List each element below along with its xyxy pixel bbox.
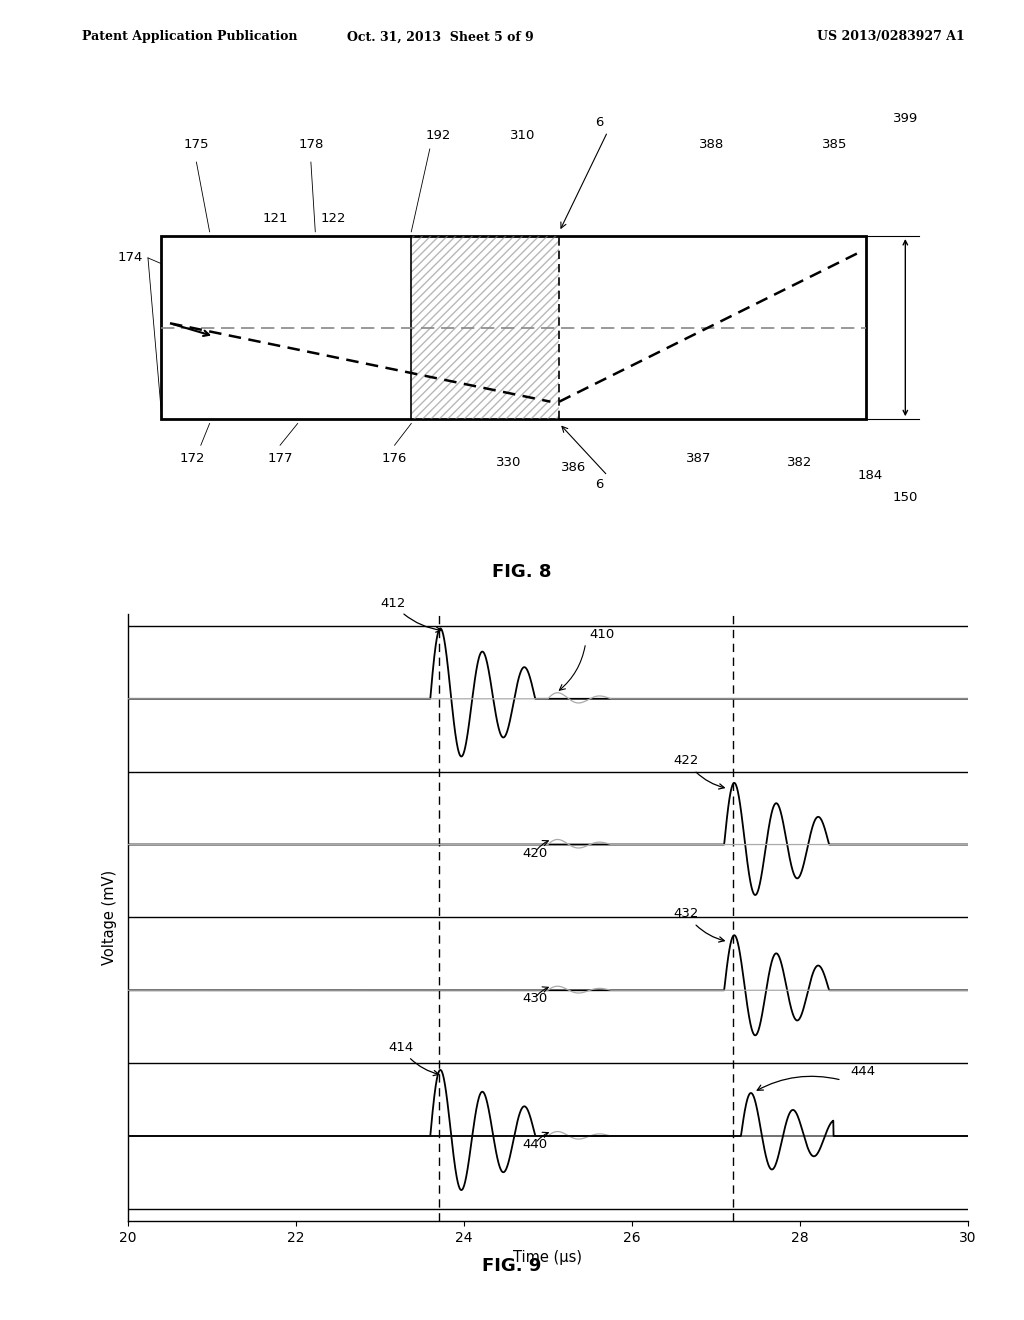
Text: 387: 387 [686, 451, 711, 465]
Text: 310: 310 [510, 129, 535, 143]
Y-axis label: Voltage (mV): Voltage (mV) [102, 870, 117, 965]
Text: 420: 420 [522, 846, 548, 859]
Text: FIG. 8: FIG. 8 [493, 562, 552, 581]
Text: 385: 385 [822, 139, 848, 152]
Text: 330: 330 [497, 457, 521, 469]
Text: 192: 192 [426, 129, 452, 143]
Text: 174: 174 [118, 251, 143, 264]
Text: 6: 6 [595, 116, 603, 129]
Text: 382: 382 [787, 457, 812, 469]
Text: 432: 432 [674, 907, 724, 942]
Text: 422: 422 [674, 755, 724, 789]
Text: 184: 184 [857, 469, 883, 482]
Text: 172: 172 [179, 451, 205, 465]
Text: 178: 178 [298, 139, 324, 152]
Bar [161, 236, 865, 420]
Text: 444: 444 [850, 1065, 876, 1078]
Text: 122: 122 [321, 213, 346, 226]
Text: US 2013/0283927 A1: US 2013/0283927 A1 [817, 30, 965, 44]
Text: 412: 412 [380, 597, 441, 632]
Text: 386: 386 [561, 461, 586, 474]
Bar [412, 236, 559, 420]
Text: 430: 430 [522, 993, 548, 1006]
Text: 176: 176 [382, 451, 408, 465]
Text: 175: 175 [183, 139, 209, 152]
Text: 440: 440 [522, 1138, 548, 1151]
Text: 150: 150 [893, 491, 918, 504]
X-axis label: Time (μs): Time (μs) [513, 1250, 583, 1266]
Text: 410: 410 [590, 628, 615, 642]
Text: 121: 121 [263, 213, 289, 226]
Text: 414: 414 [388, 1041, 439, 1076]
Text: 177: 177 [267, 451, 293, 465]
Text: Patent Application Publication: Patent Application Publication [82, 30, 297, 44]
Text: FIG. 9: FIG. 9 [482, 1257, 542, 1275]
Text: 6: 6 [595, 478, 603, 491]
Text: Oct. 31, 2013  Sheet 5 of 9: Oct. 31, 2013 Sheet 5 of 9 [347, 30, 534, 44]
Text: 388: 388 [699, 139, 724, 152]
Text: 399: 399 [893, 112, 918, 125]
